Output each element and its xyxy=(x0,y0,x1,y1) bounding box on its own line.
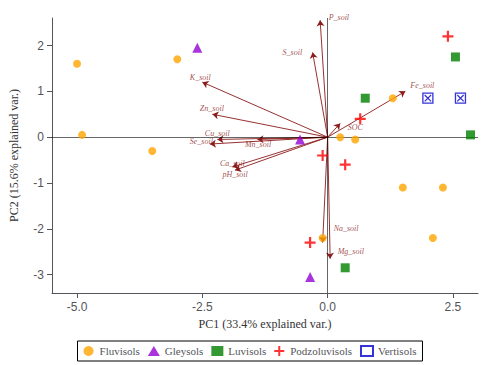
svg-text:Vertisols: Vertisols xyxy=(378,345,417,357)
svg-text:0: 0 xyxy=(37,130,44,144)
svg-text:S_soil: S_soil xyxy=(283,48,303,57)
svg-text:Gleysols: Gleysols xyxy=(165,345,204,357)
svg-text:PC2 (15.6% explained var.): PC2 (15.6% explained var.) xyxy=(7,89,21,222)
svg-text:K_soil: K_soil xyxy=(189,73,212,82)
svg-text:-2.5: -2.5 xyxy=(192,300,213,314)
svg-text:Luvisols: Luvisols xyxy=(228,345,266,357)
svg-text:-1: -1 xyxy=(33,176,44,190)
svg-text:SOC: SOC xyxy=(347,122,363,132)
svg-text:-3: -3 xyxy=(33,268,44,282)
svg-text:0.0: 0.0 xyxy=(319,300,336,314)
svg-text:2: 2 xyxy=(37,39,44,53)
svg-text:Zn_soil: Zn_soil xyxy=(200,104,225,113)
svg-text:Se_soil: Se_soil xyxy=(190,137,214,146)
svg-text:1: 1 xyxy=(37,84,44,98)
svg-text:Mg_soil: Mg_soil xyxy=(337,247,365,256)
svg-text:-2: -2 xyxy=(33,222,44,236)
svg-text:P_soil: P_soil xyxy=(328,13,350,22)
svg-text:Fluvisols: Fluvisols xyxy=(100,345,140,357)
svg-text:Na_soil: Na_soil xyxy=(333,224,360,233)
svg-text:2.5: 2.5 xyxy=(445,300,462,314)
svg-text:PC1 (33.4% explained var.): PC1 (33.4% explained var.) xyxy=(199,317,332,331)
svg-text:-5.0: -5.0 xyxy=(67,300,88,314)
svg-text:Fe_soil: Fe_soil xyxy=(409,81,435,90)
svg-text:pH_soil: pH_soil xyxy=(221,170,248,179)
svg-text:Cu_soil: Cu_soil xyxy=(204,129,230,139)
svg-text:Ca_soil: Ca_soil xyxy=(220,159,246,168)
svg-text:Mn_soil: Mn_soil xyxy=(244,140,272,149)
svg-text:Podzoluvisols: Podzoluvisols xyxy=(290,345,352,357)
